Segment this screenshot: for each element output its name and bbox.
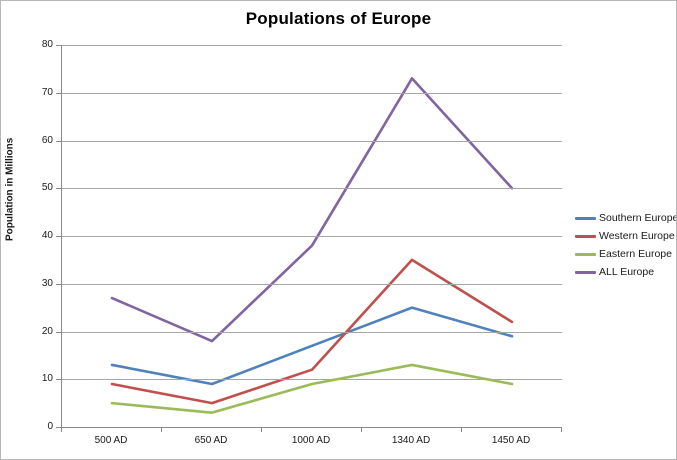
series-line-western-europe: [110, 258, 514, 405]
legend-line-swatch: [575, 252, 596, 256]
y-tick-mark: [56, 236, 61, 237]
legend: Southern Europe Western Europe Eastern Eur…: [575, 211, 677, 283]
x-tick-label-5: 1450 AD: [491, 435, 531, 446]
y-tick-mark: [56, 331, 61, 333]
x-tick-mark: [361, 428, 362, 432]
legend-label: ALL Europe: [599, 266, 655, 278]
chart-title: Populations of Europe: [245, 9, 432, 28]
x-tick-label-4: 1340 AD: [391, 435, 431, 446]
gridline-10: [62, 379, 562, 381]
y-tick-label-40: 40: [41, 230, 53, 241]
legend-line-swatch: [575, 216, 596, 220]
legend-label: Southern Europe: [599, 212, 677, 224]
y-tick-label-50: 50: [41, 182, 53, 194]
x-tick-mark: [61, 428, 62, 432]
y-tick-mark: [56, 427, 61, 428]
legend-item-southern-europe: Southern Europe: [575, 211, 677, 225]
y-tick-mark: [56, 92, 61, 94]
x-tick-label-3: 1000 AD: [291, 435, 331, 446]
plot-area: [61, 45, 562, 428]
y-tick-mark: [56, 188, 61, 190]
legend-line-swatch: [575, 270, 596, 274]
x-tick-mark: [161, 428, 162, 432]
y-tick-label-80: 80: [41, 39, 53, 50]
x-tick-mark: [561, 428, 562, 432]
y-tick-label-60: 60: [41, 134, 53, 146]
gridline-60: [62, 140, 562, 142]
y-tick-label-0: 0: [47, 421, 53, 432]
y-tick-mark: [56, 379, 61, 381]
gridline-50: [62, 188, 562, 190]
legend-line-swatch: [575, 234, 596, 238]
legend-label: Western Europe: [599, 230, 675, 242]
gridline-40: [62, 236, 562, 237]
x-tick-mark: [461, 428, 462, 432]
y-tick-mark: [56, 140, 61, 142]
series-line-eastern-europe: [110, 363, 514, 414]
y-tick-mark: [56, 283, 61, 285]
series-line-southern-europe: [110, 306, 514, 386]
legend-item-all-europe: ALL Europe: [575, 265, 676, 279]
y-tick-label-70: 70: [41, 86, 53, 98]
legend-item-western-europe: Western Europe: [575, 229, 676, 243]
gridline-20: [62, 331, 562, 333]
y-tick-mark: [56, 45, 61, 46]
x-tick-mark: [261, 428, 262, 432]
gridline-30: [62, 283, 562, 285]
x-tick-label-1: 500 AD: [94, 435, 128, 446]
gridline-80: [62, 45, 562, 46]
series-line-all-europe: [110, 77, 514, 343]
legend-label: Eastern Europe: [599, 248, 672, 260]
gridline-70: [62, 92, 562, 94]
x-tick-label-2: 650 AD: [194, 435, 228, 446]
y-tick-label-20: 20: [41, 325, 53, 337]
legend-item-eastern-europe: Eastern Europe: [575, 247, 676, 261]
series-lines: [110, 77, 514, 414]
y-tick-label-10: 10: [41, 373, 53, 385]
y-tick-label-30: 30: [41, 277, 53, 289]
